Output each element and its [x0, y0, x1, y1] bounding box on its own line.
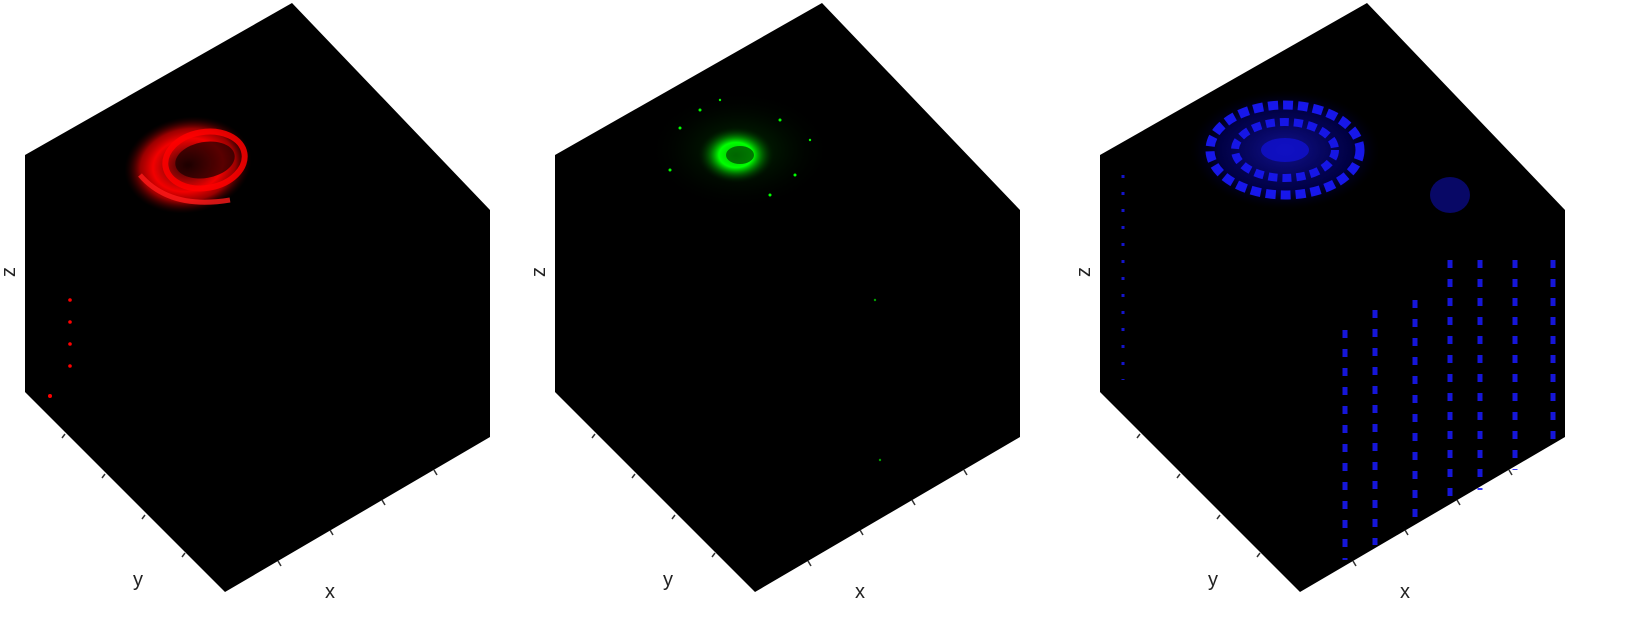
x-axis-label: x [325, 581, 335, 603]
right-edge-ticks [1008, 210, 1020, 426]
red-fluorescence-signal [48, 116, 252, 398]
cube-body [555, 3, 1020, 592]
panel-green: z y x [528, 3, 1020, 603]
z-axis-label: z [0, 267, 20, 277]
x-axis-label: x [855, 581, 865, 603]
z-axis-label: z [1073, 267, 1095, 277]
xy-axis-ticks [591, 433, 968, 567]
right-edge-ticks [1553, 210, 1565, 426]
y-axis-label: y [1208, 569, 1218, 591]
xy-axis-ticks [61, 433, 438, 567]
green-fluorescence-signal [650, 92, 882, 462]
panel-red: z y x [0, 3, 490, 603]
cube-body [1100, 3, 1565, 592]
z-axis-label: z [528, 267, 550, 277]
cube-body [25, 3, 490, 592]
z-axis-ticks [555, 155, 567, 383]
blue-fluorescence-signal [1121, 90, 1556, 560]
panel-blue: z y x [1073, 3, 1565, 603]
y-axis-label: y [663, 569, 673, 591]
z-axis-ticks [25, 155, 37, 383]
y-axis-label: y [133, 569, 143, 591]
right-edge-ticks [478, 210, 490, 426]
z-axis-ticks [1100, 155, 1112, 383]
xy-axis-ticks [1136, 433, 1513, 567]
x-axis-label: x [1400, 581, 1410, 603]
